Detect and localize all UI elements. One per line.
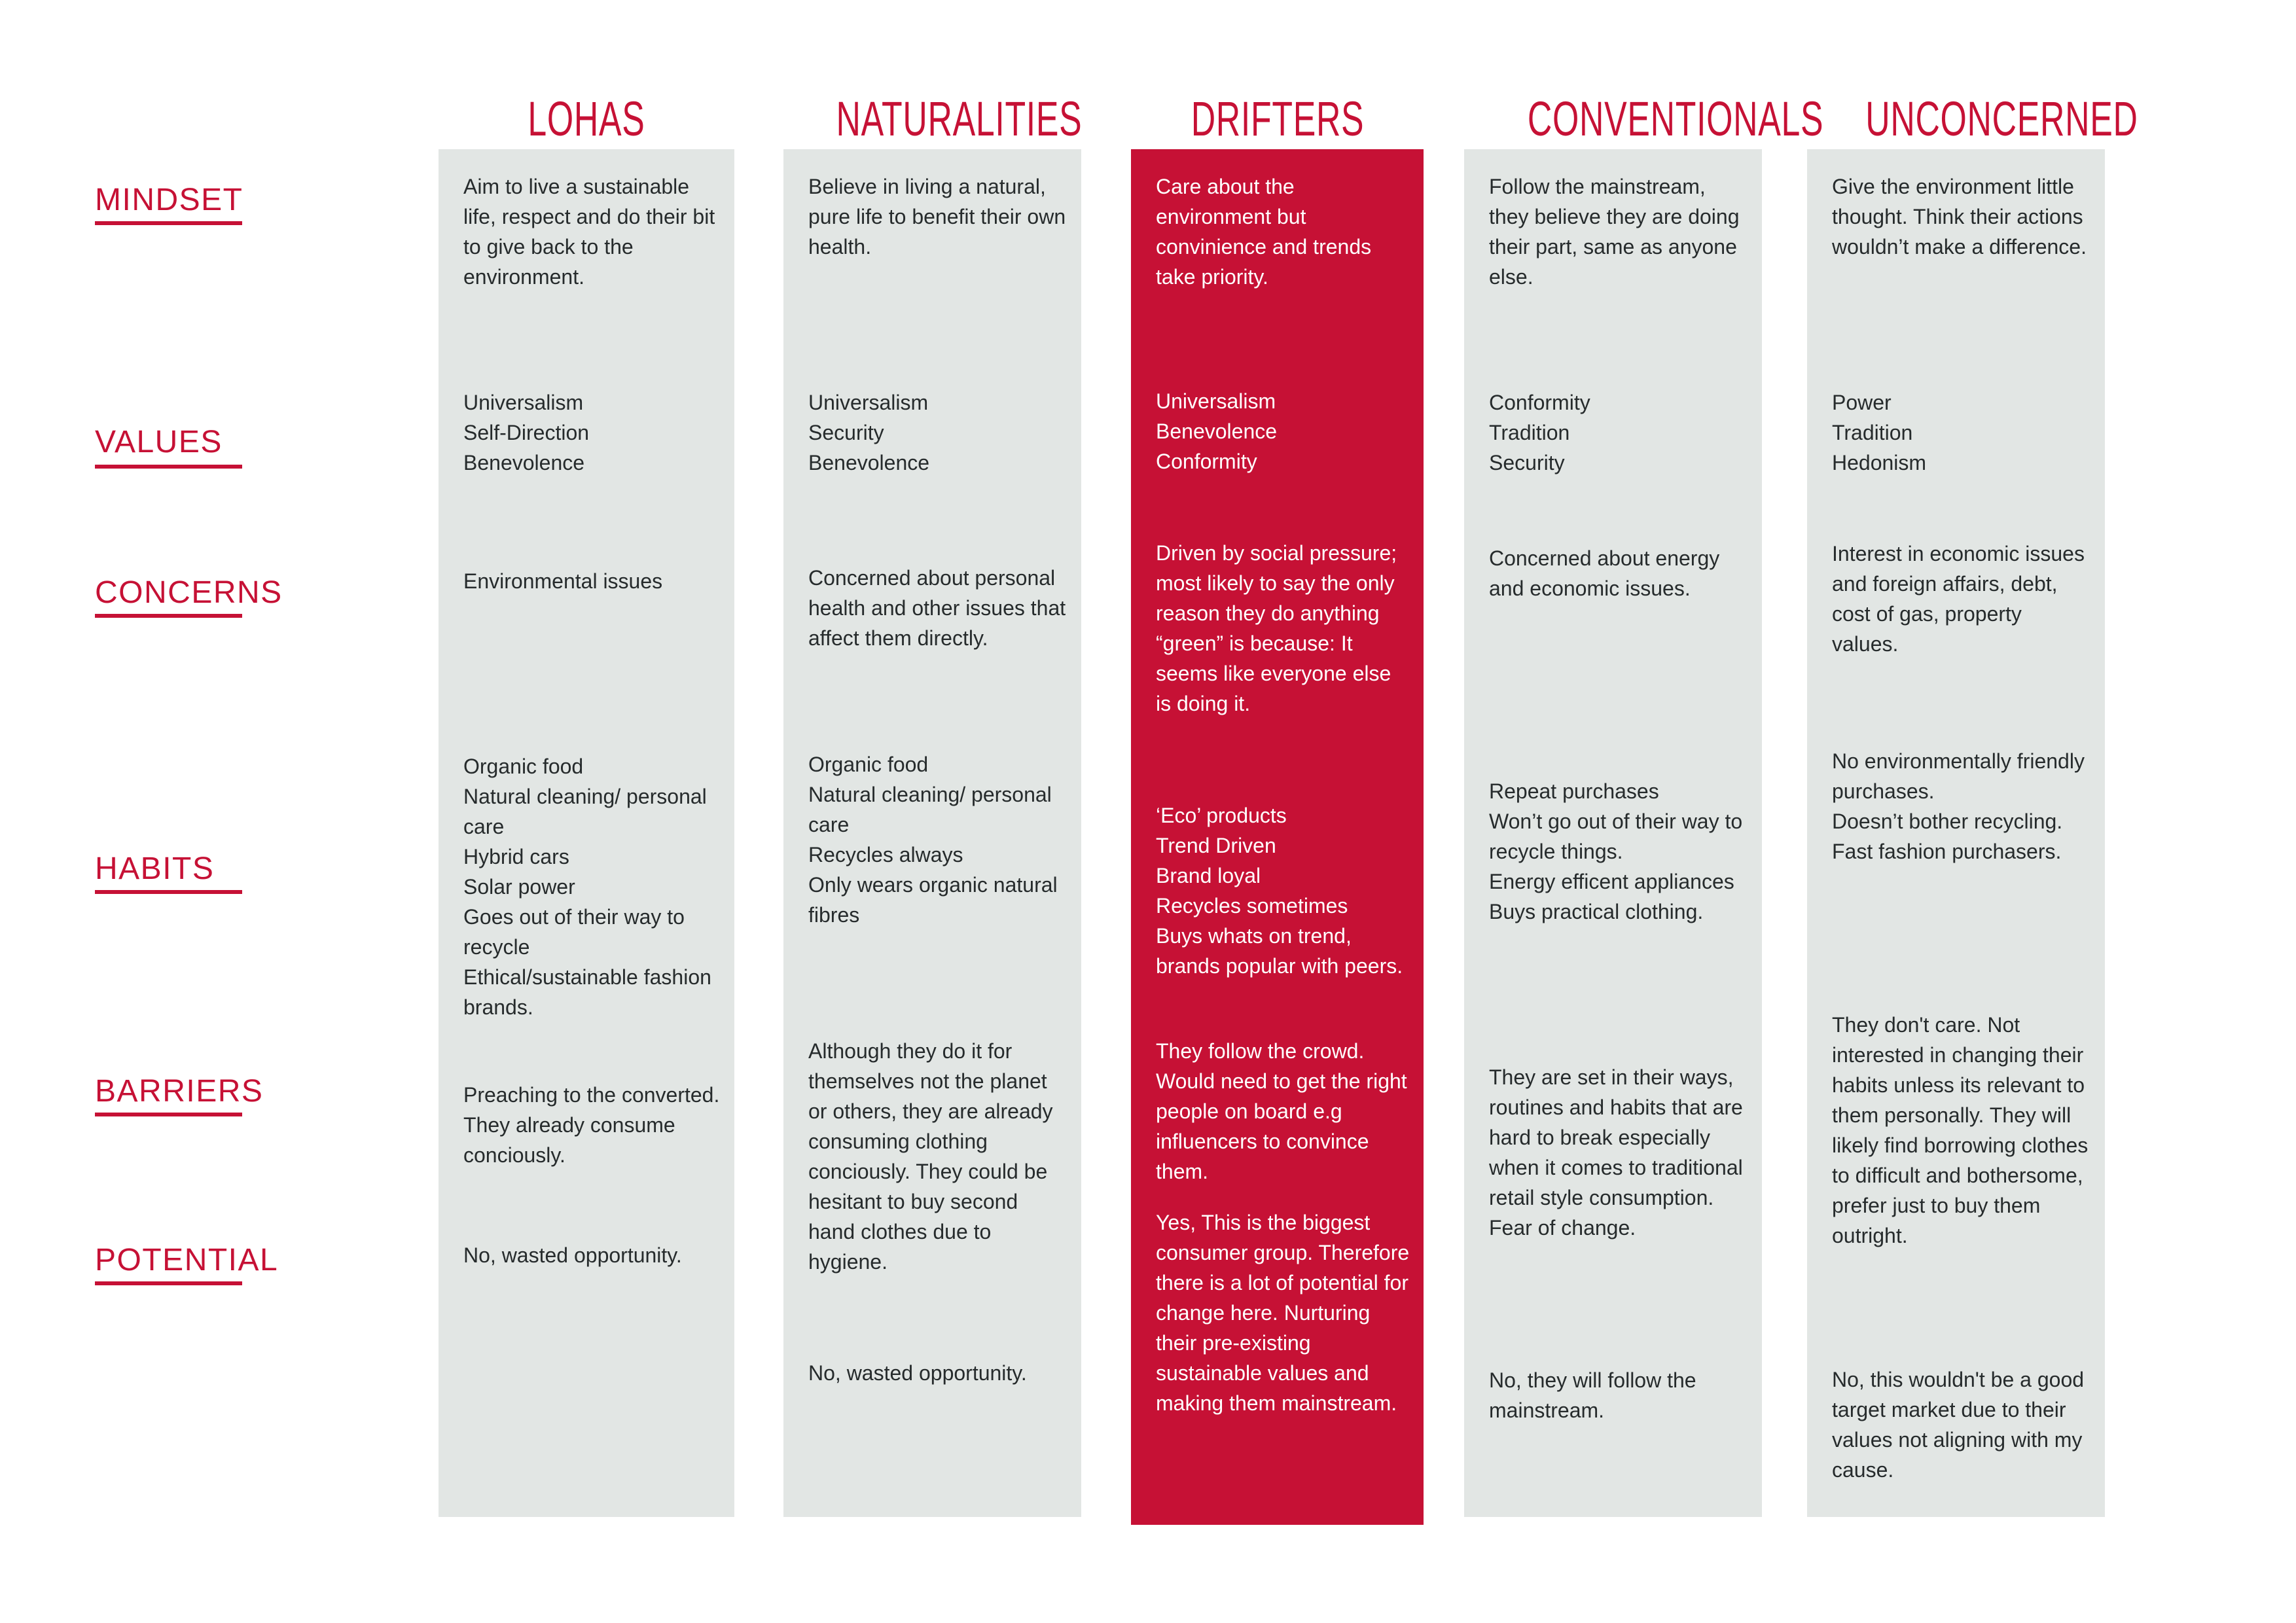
cell-lohas-potential: No, wasted opportunity. (463, 1243, 682, 1267)
cell-conventionals-values: Conformity Tradition Security (1489, 391, 1590, 474)
cell-conventionals-concerns: Concerned about energy and economic issu… (1489, 546, 1720, 600)
cell-unconcerned-concerns: Interest in economic issues and foreign … (1832, 542, 2085, 656)
column-header-conventionals: CONVENTIONALS (1527, 92, 1824, 146)
cell-drifters-mindset: Care about the environment but convinien… (1156, 175, 1372, 289)
cell-conventionals-habits: Repeat purchases Won’t go out of their w… (1489, 779, 1743, 923)
row-label-values: VALUES (95, 425, 223, 459)
column-header-unconcerned: UNCONCERNED (1865, 92, 2138, 146)
cell-unconcerned-barriers: They don't care. Not interested in chang… (1832, 1013, 2089, 1247)
row-label-potential: POTENTIAL (95, 1243, 279, 1277)
cell-lohas-habits: Organic food Natural cleaning/ personal … (463, 755, 711, 1019)
cell-conventionals-barriers: They are set in their ways, routines and… (1489, 1065, 1743, 1240)
row-underline-values (95, 465, 242, 469)
column-panel-conventionals: Follow the mainstream, they believe they… (1464, 149, 1762, 1517)
cell-drifters-concerns: Driven by social pressure; most likely t… (1156, 541, 1397, 715)
column-header-drifters: DRIFTERS (1191, 92, 1364, 146)
column-panel-naturalities: Believe in living a natural, pure life t… (783, 149, 1081, 1517)
cell-drifters-barriers: They follow the crowd. Would need to get… (1156, 1039, 1407, 1183)
cell-unconcerned-habits: No environmentally friendly purchases. D… (1832, 749, 2085, 863)
cell-naturalities-habits: Organic food Natural cleaning/ personal … (808, 753, 1058, 927)
cell-conventionals-potential: No, they will follow the mainstream. (1489, 1368, 1696, 1422)
cell-naturalities-barriers: Although they do it for themselves not t… (808, 1039, 1053, 1274)
row-label-concerns: CONCERNS (95, 575, 283, 610)
cell-lohas-barriers: Preaching to the converted. They already… (463, 1083, 720, 1167)
cell-drifters-habits: ‘Eco’ products Trend Driven Brand loyal … (1156, 804, 1403, 978)
row-label-habits: HABITS (95, 851, 215, 886)
cell-lohas-concerns: Environmental issues (463, 569, 663, 593)
cell-unconcerned-mindset: Give the environment little thought. Thi… (1832, 175, 2087, 259)
row-underline-mindset (95, 221, 242, 225)
cell-naturalities-mindset: Believe in living a natural, pure life t… (808, 175, 1066, 259)
row-label-mindset: MINDSET (95, 183, 243, 217)
column-header-naturalities: NATURALITIES (836, 92, 1083, 146)
cell-naturalities-concerns: Concerned about personal health and othe… (808, 566, 1066, 650)
column-panel-lohas: Aim to live a sustainable life, respect … (439, 149, 734, 1517)
row-underline-potential (95, 1281, 242, 1285)
cell-lohas-mindset: Aim to live a sustainable life, respect … (463, 175, 715, 289)
cell-conventionals-mindset: Follow the mainstream, they believe they… (1489, 175, 1740, 289)
cell-drifters-values: Universalism Benevolence Conformity (1156, 389, 1278, 473)
column-panel-drifters: Care about the environment but convinien… (1131, 149, 1424, 1525)
column-panel-unconcerned: Give the environment little thought. Thi… (1807, 149, 2105, 1517)
cell-unconcerned-values: Power Tradition Hedonism (1832, 391, 1927, 474)
row-underline-habits (95, 890, 242, 894)
row-underline-barriers (95, 1113, 242, 1116)
cell-drifters-potential: Yes, This is the biggest consumer group.… (1156, 1211, 1410, 1415)
cell-lohas-values: Universalism Self-Direction Benevolence (463, 391, 590, 474)
row-underline-concerns (95, 614, 242, 618)
row-label-barriers: BARRIERS (95, 1074, 264, 1109)
cell-unconcerned-potential: No, this wouldn't be a good target marke… (1832, 1368, 2085, 1482)
column-header-lohas: LOHAS (528, 92, 645, 146)
cell-naturalities-values: Universalism Security Benevolence (808, 391, 930, 474)
cell-naturalities-potential: No, wasted opportunity. (808, 1361, 1027, 1385)
